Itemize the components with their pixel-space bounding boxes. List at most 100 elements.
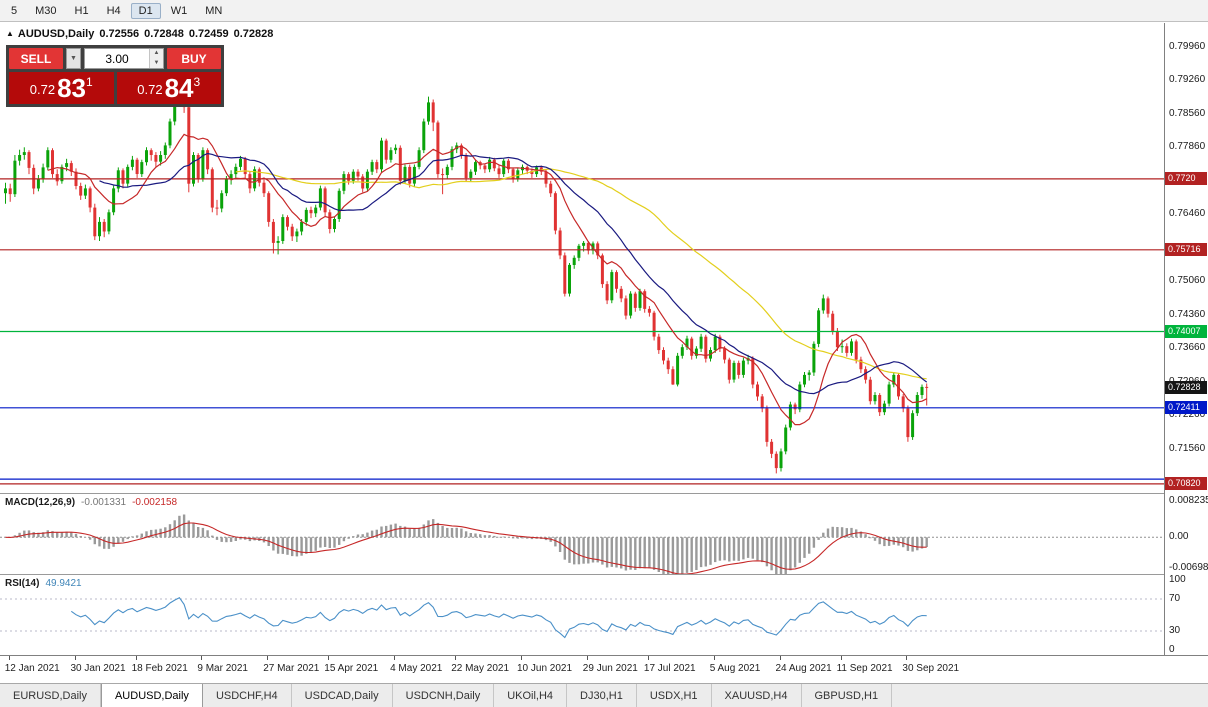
timeframe-button-mn[interactable]: MN	[205, 4, 223, 17]
rsi-pane[interactable]	[0, 575, 1164, 655]
buy-button[interactable]: BUY	[167, 48, 221, 69]
price-chart[interactable]	[0, 23, 1164, 493]
chart-tab-usdcnh-daily[interactable]: USDCNH,Daily	[393, 684, 495, 707]
price-axis-tick: 0.76460	[1169, 208, 1206, 220]
chart-tab-audusd-daily[interactable]: AUDUSD,Daily	[100, 684, 203, 707]
pane-separator[interactable]	[0, 574, 1208, 575]
time-axis-label: 24 Aug 2021	[775, 663, 832, 674]
time-axis-label: 29 Jun 2021	[582, 663, 638, 674]
chart-tab-bar: EURUSD,Daily AUDUSD,Daily USDCHF,H4 USDCAD,…	[0, 683, 1208, 707]
chart-tab-usdcad-daily[interactable]: USDCAD,Daily	[292, 684, 393, 707]
time-axis-tick	[201, 656, 203, 660]
header-symbol: AUDUSD,Daily	[17, 28, 95, 40]
time-axis-tick	[8, 656, 10, 660]
macd-axis-min: -0.00698	[1169, 562, 1208, 573]
time-axis-tick	[521, 656, 522, 660]
buy-price-base: 0.72	[137, 82, 163, 97]
time-axis-label: 17 Jul 2021	[643, 663, 696, 674]
volume-spinner: ▲ ▼	[149, 49, 163, 68]
collapse-trade-panel-icon[interactable]: ▲	[6, 29, 14, 38]
volume-input[interactable]	[85, 49, 149, 68]
volume-increase-button[interactable]: ▲	[150, 49, 163, 59]
timeframe-toolbar: 5 M30 H1 H4 D1 W1 MN	[0, 0, 1208, 22]
price-axis-tick: 0.79960	[1169, 40, 1206, 52]
sell-button[interactable]: SELL	[9, 48, 63, 69]
macd-axis: 0.008235 0.00 -0.00698	[1165, 494, 1208, 574]
header-open: 0.72556	[99, 28, 140, 40]
price-axis: 0.79960 0.79260 0.78560 0.77860 0.76460 0.750…	[1165, 23, 1208, 493]
price-axis-tick: 0.73660	[1169, 342, 1206, 354]
time-axis-tick	[779, 656, 781, 660]
rsi-value: 49.9421	[45, 578, 82, 589]
volume-dropdown-button[interactable]: ▼	[66, 48, 81, 69]
header-low: 0.72459	[188, 28, 229, 40]
price-axis-tick: 0.71560	[1169, 442, 1206, 454]
rsi-axis-level-30: 30	[1169, 625, 1181, 636]
timeframe-button-d1[interactable]: D1	[130, 2, 161, 19]
one-click-trading-panel: SELL ▼ ▲ ▼ BUY 0.72 83 1 0.72 84	[6, 45, 224, 107]
chart-tab-eurusd-daily[interactable]: EURUSD,Daily	[0, 684, 101, 707]
macd-name: MACD(12,26,9)	[5, 497, 76, 508]
header-high: 0.72848	[144, 28, 184, 40]
chart-window: 0.79960 0.79260 0.78560 0.77860 0.76460 0.750…	[0, 23, 1208, 683]
time-axis-tick	[135, 656, 137, 660]
time-axis-label: 30 Sep 2021	[902, 663, 960, 674]
chart-tab-xauusd-h4[interactable]: XAUUSD,H4	[712, 684, 802, 707]
time-axis-tick	[713, 656, 715, 660]
time-axis: 12 Jan 2021 30 Jan 2021 18 Feb 2021 9 Mar 2…	[0, 655, 1208, 682]
timeframe-button-h1[interactable]: H1	[74, 4, 89, 17]
chart-tab-usdchf-h4[interactable]: USDCHF,H4	[203, 684, 292, 707]
time-axis-label: 15 Apr 2021	[324, 663, 379, 674]
buy-price-button[interactable]: 0.72 84 3	[116, 72, 221, 104]
rsi-axis-level-70: 70	[1169, 593, 1181, 604]
macd-value-main: -0.001331	[81, 497, 127, 508]
rsi-name: RSI(14)	[5, 578, 40, 589]
sell-price-big: 83	[57, 73, 87, 103]
macd-value-signal: -0.002158	[132, 497, 178, 508]
chart-tab-ukoil-h4[interactable]: UKOil,H4	[494, 684, 568, 707]
time-axis-tick	[455, 656, 457, 660]
macd-label: MACD(12,26,9) -0.001331 -0.002158	[5, 497, 177, 508]
time-axis-label: 5 Aug 2021	[709, 663, 761, 674]
macd-axis-zero: 0.00	[1169, 531, 1189, 543]
chart-ohlc-header: ▲ AUDUSD,Daily 0.72556 0.72848 0.72459 0.7282…	[6, 28, 273, 40]
time-axis-tick	[74, 656, 76, 660]
hline-price-label: 0.70820	[1165, 476, 1207, 490]
hline-price-label: 0.74007	[1165, 324, 1207, 338]
sell-price-button[interactable]: 0.72 83 1	[9, 72, 114, 104]
price-axis-tick: 0.77860	[1169, 141, 1206, 153]
time-axis-label: 9 Mar 2021	[197, 663, 248, 674]
timeframe-button-m30[interactable]: M30	[35, 4, 57, 17]
timeframe-button-5[interactable]: 5	[11, 4, 18, 17]
time-axis-label: 12 Jan 2021	[4, 663, 60, 674]
chart-tab-gbpusd-h1[interactable]: GBPUSD,H1	[802, 684, 893, 707]
time-axis-label: 27 Mar 2021	[263, 663, 320, 674]
price-axis-column: 0.79960 0.79260 0.78560 0.77860 0.76460 0.750…	[1164, 23, 1208, 655]
rsi-axis: 100 70 30 0	[1165, 574, 1208, 655]
time-axis-tick	[267, 656, 269, 660]
rsi-label: RSI(14) 49.9421	[5, 578, 82, 589]
macd-axis-max: 0.008235	[1169, 495, 1208, 506]
volume-field: ▲ ▼	[84, 48, 164, 69]
pane-separator[interactable]	[0, 493, 1208, 494]
time-axis-label: 4 May 2021	[390, 663, 443, 674]
time-axis-label: 22 May 2021	[451, 663, 510, 674]
volume-decrease-button[interactable]: ▼	[150, 58, 163, 68]
time-axis-label: 30 Jan 2021	[70, 663, 126, 674]
price-axis-tick: 0.78560	[1169, 107, 1206, 119]
time-axis-tick	[328, 656, 330, 660]
chart-tab-dj30-h1[interactable]: DJ30,H1	[567, 684, 637, 707]
chart-tab-usdx-h1[interactable]: USDX,H1	[637, 684, 712, 707]
hline-price-label: 0.7720	[1165, 171, 1207, 185]
price-axis-tick: 0.75060	[1169, 275, 1206, 287]
buy-price-pipette: 3	[193, 75, 201, 89]
time-axis-tick	[586, 656, 588, 660]
header-close: 0.72828	[233, 28, 274, 40]
rsi-axis-level-0: 0	[1169, 644, 1175, 655]
macd-pane[interactable]	[0, 494, 1164, 574]
timeframe-button-h4[interactable]: H4	[106, 4, 121, 17]
price-axis-tick: 0.72260	[1169, 409, 1206, 421]
buy-price-big: 84	[164, 73, 194, 103]
timeframe-button-w1[interactable]: W1	[170, 4, 188, 17]
time-axis-label: 10 Jun 2021	[517, 663, 573, 674]
